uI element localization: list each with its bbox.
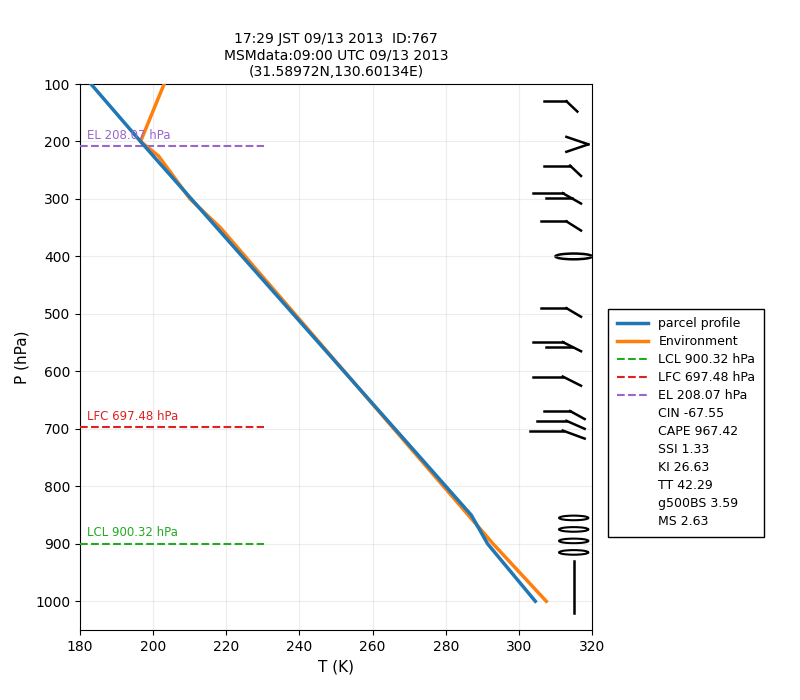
parcel profile <box>530 597 540 606</box>
parcel profile <box>314 338 323 346</box>
Environment <box>142 123 151 132</box>
parcel profile <box>482 540 492 548</box>
Environment <box>159 80 169 88</box>
Environment <box>364 396 374 405</box>
parcel profile <box>238 252 247 260</box>
parcel profile <box>365 396 374 405</box>
Environment <box>488 540 498 548</box>
parcel profile <box>288 309 298 318</box>
parcel profile <box>174 181 183 189</box>
Environment <box>154 152 163 160</box>
Environment <box>542 597 551 606</box>
parcel profile <box>466 511 476 519</box>
Environment <box>154 94 163 103</box>
Environment <box>164 166 174 174</box>
Environment <box>388 423 398 431</box>
X-axis label: T (K): T (K) <box>318 659 354 674</box>
parcel profile <box>86 80 96 88</box>
parcel profile <box>441 482 450 491</box>
Environment <box>515 568 525 577</box>
parcel profile <box>161 166 170 174</box>
Environment <box>215 223 225 232</box>
Environment <box>136 137 146 146</box>
Title: 17:29 JST 09/13 2013  ID:767
MSMdata:09:00 UTC 09/13 2013
(31.58972N,130.60134E): 17:29 JST 09/13 2013 ID:767 MSMdata:09:0… <box>224 32 448 78</box>
Environment <box>265 281 274 289</box>
parcel profile <box>123 123 133 132</box>
Environment <box>414 454 423 462</box>
parcel profile <box>389 423 398 431</box>
parcel profile <box>212 223 222 232</box>
Text: EL 208.07 hPa: EL 208.07 hPa <box>87 129 171 141</box>
Environment <box>438 482 448 491</box>
Environment <box>147 108 157 117</box>
Legend: parcel profile, Environment, LCL 900.32 hPa, LFC 697.48 hPa, EL 208.07 hPa, CIN : parcel profile, Environment, LCL 900.32 … <box>609 309 764 537</box>
Environment <box>290 309 299 318</box>
parcel profile <box>415 454 425 462</box>
Environment <box>240 252 250 260</box>
parcel profile <box>136 137 146 146</box>
parcel profile <box>111 108 121 117</box>
parcel profile <box>339 368 349 376</box>
Text: LCL 900.32 hPa: LCL 900.32 hPa <box>87 526 178 540</box>
parcel profile <box>98 94 108 103</box>
parcel profile <box>506 568 516 577</box>
Text: LFC 697.48 hPa: LFC 697.48 hPa <box>87 410 178 423</box>
parcel profile <box>186 195 196 203</box>
Y-axis label: P (hPa): P (hPa) <box>14 330 30 384</box>
Environment <box>314 338 324 346</box>
Environment <box>174 181 184 189</box>
Line: parcel profile: parcel profile <box>91 84 535 601</box>
parcel profile <box>148 152 158 160</box>
Line: Environment: Environment <box>141 84 546 601</box>
Environment <box>339 368 349 376</box>
Environment <box>186 195 195 203</box>
parcel profile <box>263 281 273 289</box>
Environment <box>463 511 473 519</box>
